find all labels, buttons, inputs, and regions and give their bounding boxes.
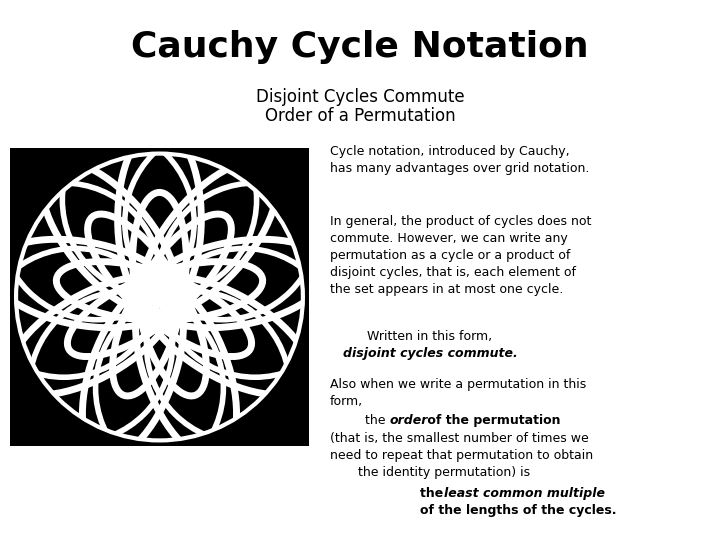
Text: Cycle notation, introduced by Cauchy,
has many advantages over grid notation.: Cycle notation, introduced by Cauchy, ha… [330, 145, 590, 175]
Text: Disjoint Cycles Commute: Disjoint Cycles Commute [256, 88, 464, 106]
Text: order: order [390, 414, 428, 427]
Text: Written in this form,: Written in this form, [367, 330, 492, 343]
Text: disjoint cycles commute.: disjoint cycles commute. [343, 347, 518, 360]
Text: In general, the product of cycles does not
commute. However, we can write any
pe: In general, the product of cycles does n… [330, 215, 591, 296]
Circle shape [14, 152, 305, 442]
Text: Order of a Permutation: Order of a Permutation [265, 107, 455, 125]
Text: of the permutation: of the permutation [423, 414, 560, 427]
Text: least common multiple: least common multiple [444, 487, 605, 500]
Text: Also when we write a permutation in this
form,: Also when we write a permutation in this… [330, 378, 586, 408]
Text: of the lengths of the cycles.: of the lengths of the cycles. [420, 504, 616, 517]
Text: Cauchy Cycle Notation: Cauchy Cycle Notation [131, 30, 589, 64]
Text: (that is, the smallest number of times we
need to repeat that permutation to obt: (that is, the smallest number of times w… [330, 432, 593, 479]
Text: the: the [420, 487, 448, 500]
Text: the: the [365, 414, 390, 427]
